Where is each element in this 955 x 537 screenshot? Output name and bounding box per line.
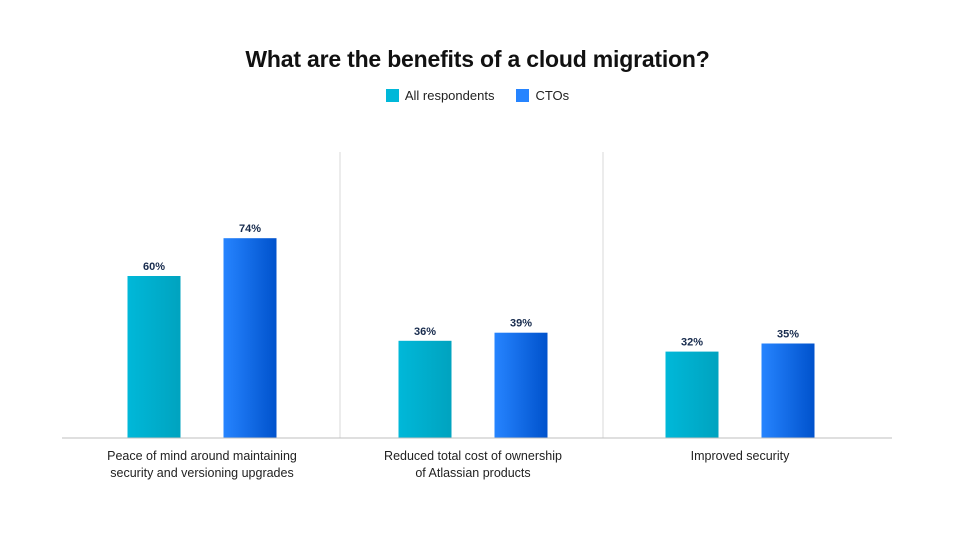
legend-swatch-all-respondents xyxy=(385,89,399,102)
category-label-1-line-1: Peace of mind around maintaining xyxy=(107,449,297,463)
chart-title: What are the benefits of a cloud migrati… xyxy=(245,46,710,72)
value-label-all-respondents-2: 36% xyxy=(414,326,436,338)
bar-all-respondents-3 xyxy=(665,351,719,438)
legend-swatch-ctos xyxy=(516,89,530,102)
value-label-all-respondents-3: 32% xyxy=(681,337,703,349)
bar-all-respondents-2 xyxy=(398,340,452,438)
value-label-ctos-1: 74% xyxy=(239,223,261,235)
value-label-all-respondents-1: 60% xyxy=(143,261,165,273)
legend-label-ctos: CTOs xyxy=(535,88,570,103)
legend-label-all-respondents: All respondents xyxy=(404,88,495,103)
bar-ctos-3 xyxy=(761,343,815,438)
value-label-ctos-3: 35% xyxy=(777,329,799,341)
category-label-3-line-1: Improved security xyxy=(691,449,790,463)
legend-item-ctos: CTOs xyxy=(516,88,569,103)
category-label-1-line-2: security and versioning upgrades xyxy=(110,466,293,480)
legend-item-all-respondents: All respondents xyxy=(385,88,495,103)
value-label-ctos-2: 39% xyxy=(510,318,532,330)
category-label-2-line-2: of Atlassian products xyxy=(415,466,530,480)
bar-ctos-1 xyxy=(223,238,277,438)
category-label-2-line-1: Reduced total cost of ownership xyxy=(384,449,562,463)
bar-ctos-2 xyxy=(494,332,548,438)
bar-all-respondents-1 xyxy=(127,276,181,438)
legend: All respondents CTOs xyxy=(0,88,955,103)
